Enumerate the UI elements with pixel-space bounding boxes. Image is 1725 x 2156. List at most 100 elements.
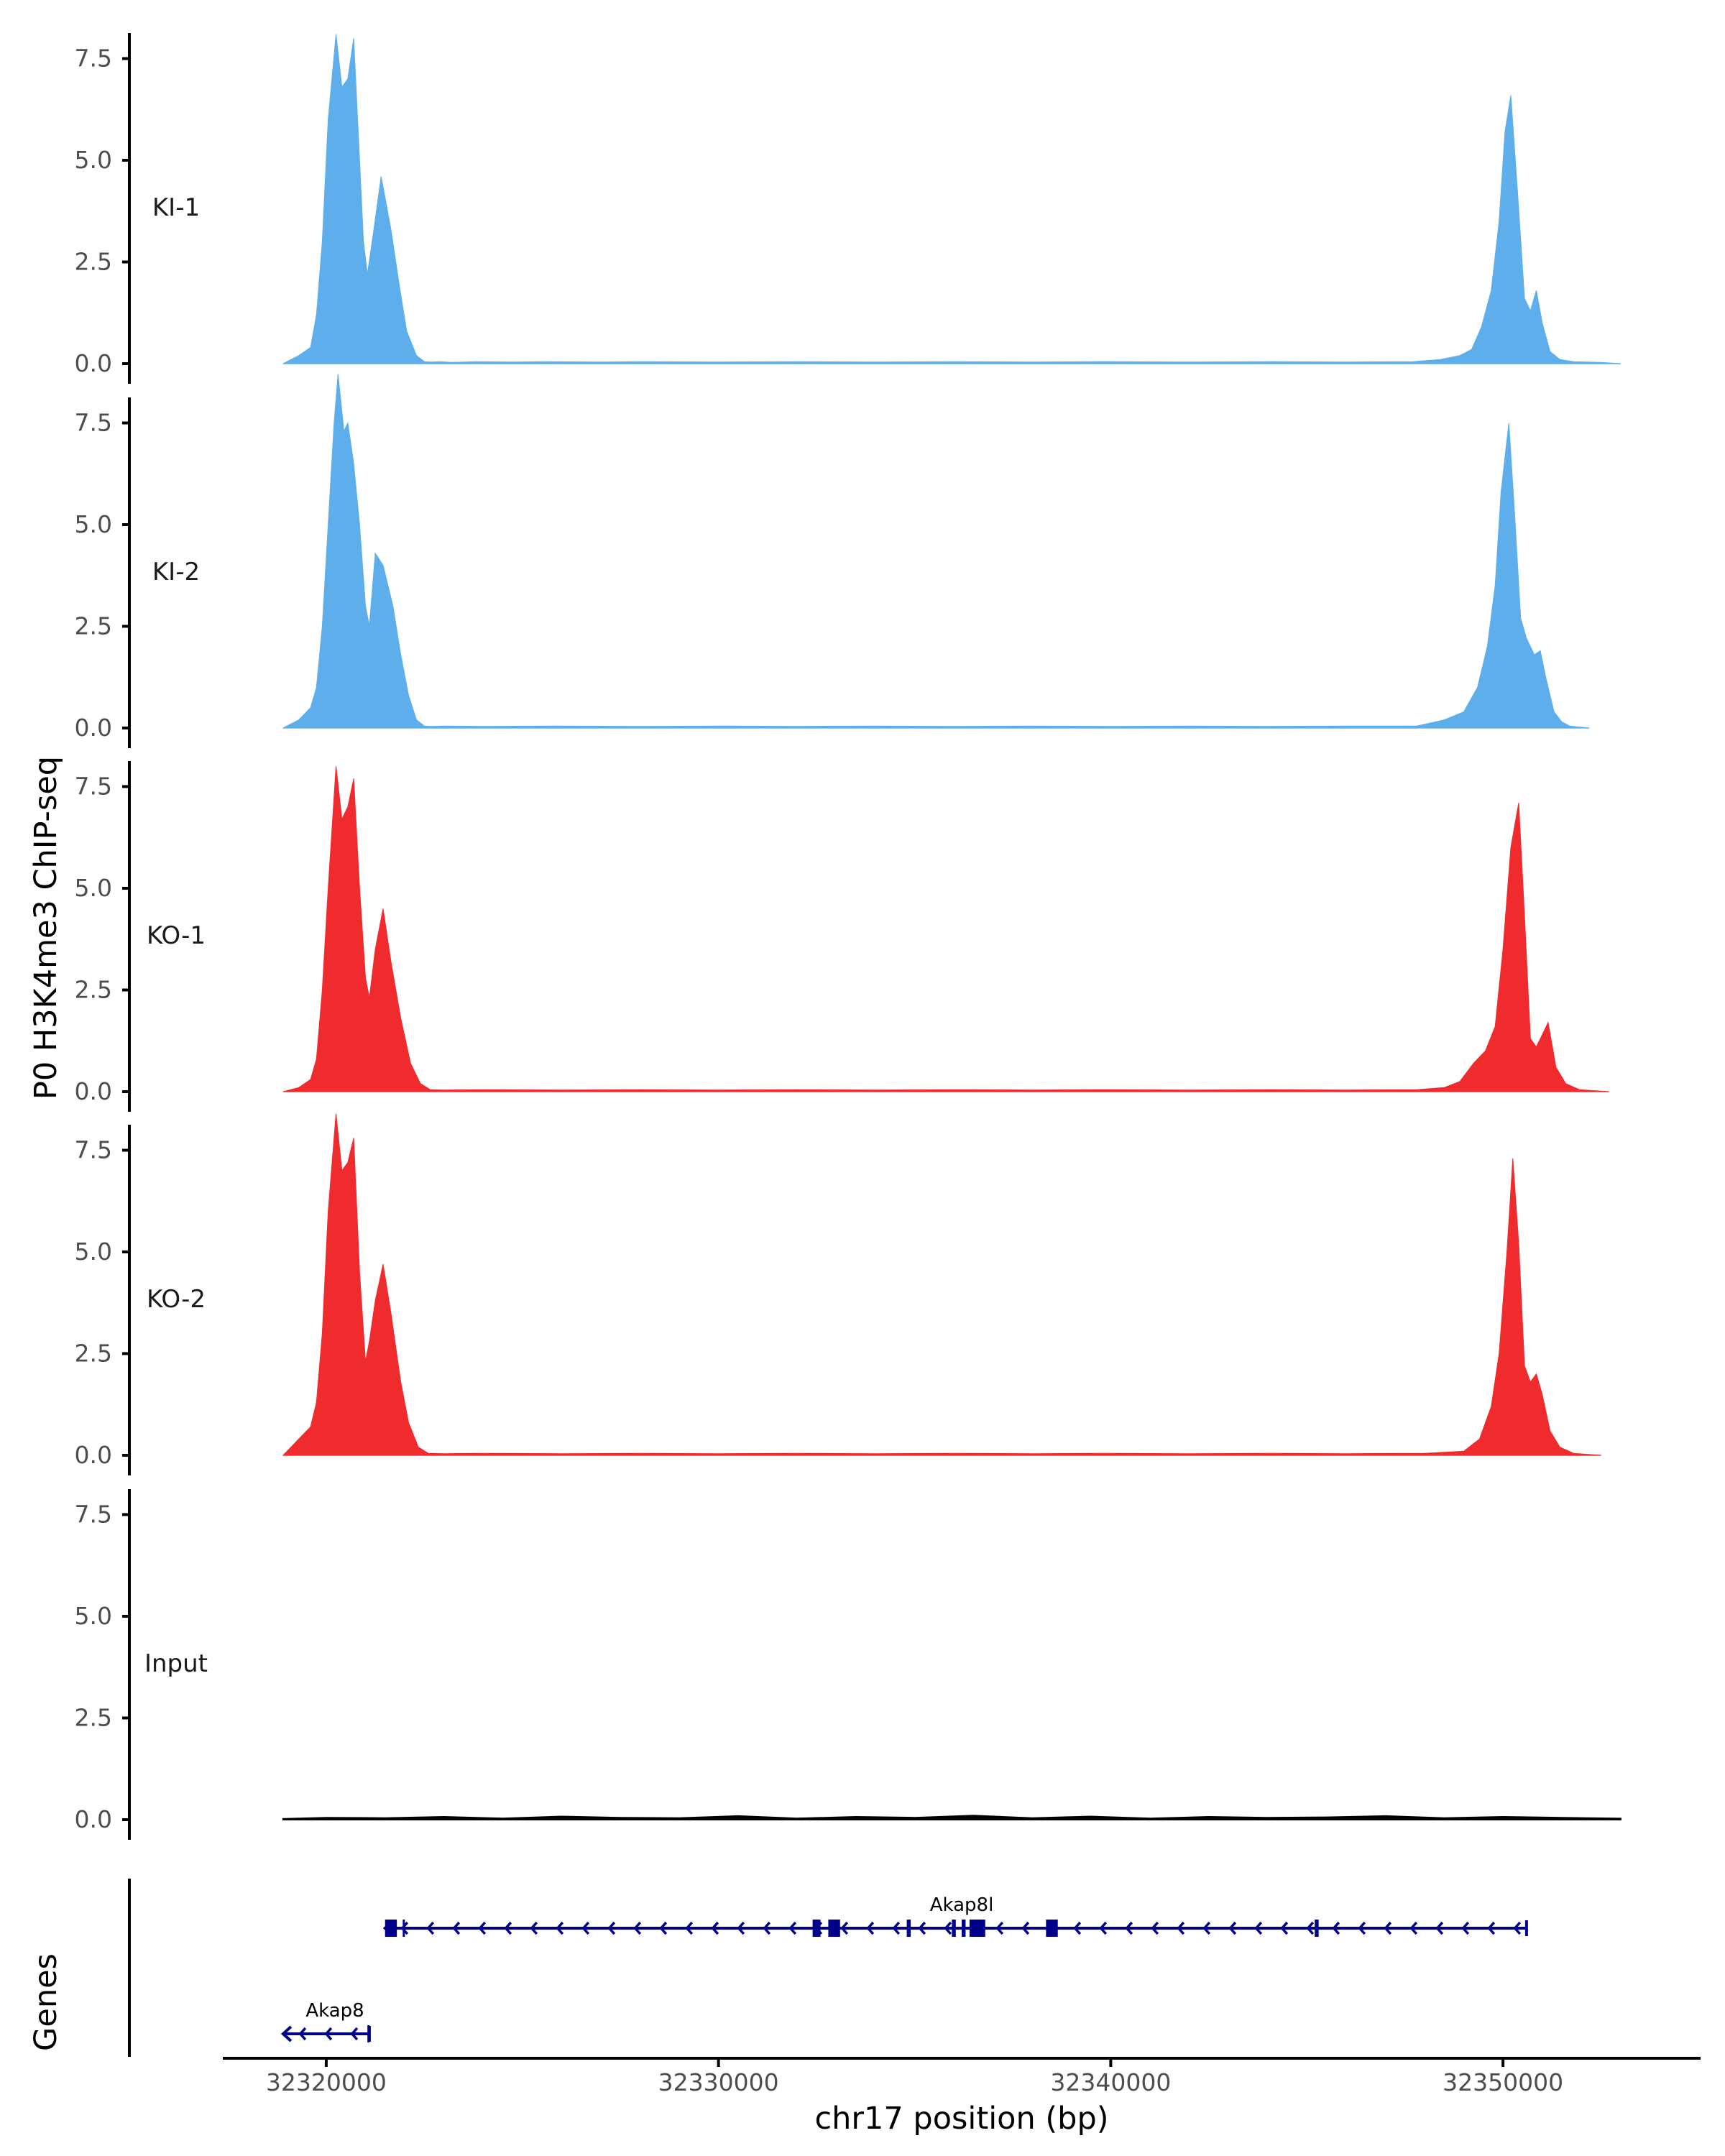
strand-arrow — [400, 1921, 409, 1935]
y-tick-label: 0.0 — [75, 714, 112, 742]
strand-arrow — [737, 1921, 745, 1935]
strand-arrow — [659, 1921, 668, 1935]
strand-arrow — [350, 2027, 359, 2041]
strand-arrow — [280, 2025, 293, 2042]
strand-arrow — [840, 1921, 849, 1935]
coverage-tracks: 0.0 2.5 5.0 7.5 KI-1 0.0 2.5 5.0 7.5 KI-2 0.0 2.5 5.… — [75, 33, 1622, 1840]
strand-arrow — [1177, 1921, 1185, 1935]
x-tick-label: 32340000 — [1050, 2068, 1171, 2096]
exon — [969, 1920, 985, 1937]
track-label: KO-2 — [147, 1285, 206, 1314]
x-axis-title: chr17 position (bp) — [814, 2101, 1108, 2137]
track-label: KI-1 — [152, 193, 200, 222]
strand-arrow — [530, 1921, 538, 1935]
x-tick-label: 32320000 — [266, 2068, 387, 2096]
gene-akap8: Akap8 — [280, 2000, 371, 2042]
exon — [952, 1920, 956, 1937]
track-ki-1: 0.0 2.5 5.0 7.5 KI-1 — [75, 33, 1621, 384]
strand-arrow — [1280, 1921, 1289, 1935]
y-axis-title: P0 H3K4me3 ChIP-seq — [28, 756, 64, 1100]
strand-arrow — [1202, 1921, 1211, 1935]
strand-arrow — [1228, 1921, 1237, 1935]
strand-arrow — [995, 1921, 1004, 1935]
track-ko-2: 0.0 2.5 5.0 7.5 KO-2 — [75, 1113, 1601, 1475]
strand-arrow — [918, 1921, 926, 1935]
track-label: KO-1 — [147, 921, 206, 950]
y-tick-label: 2.5 — [75, 976, 112, 1004]
gene-label: Akap8l — [930, 1894, 994, 1916]
exon — [962, 1920, 966, 1937]
strand-arrow — [1099, 1921, 1108, 1935]
strand-arrow — [607, 1921, 616, 1935]
exon — [1315, 1920, 1319, 1937]
strand-arrow — [1021, 1921, 1030, 1935]
coverage-area-ko-2 — [282, 1113, 1601, 1456]
strand-arrow — [1151, 1921, 1159, 1935]
strand-arrow — [1073, 1921, 1082, 1935]
y-tick-label: 7.5 — [75, 409, 112, 437]
y-tick-label: 5.0 — [75, 1602, 112, 1630]
strand-arrow — [711, 1921, 719, 1935]
y-tick-label: 7.5 — [75, 1501, 112, 1529]
strand-arrow — [452, 1921, 461, 1935]
strand-arrow — [866, 1921, 875, 1935]
strand-arrow — [1125, 1921, 1133, 1935]
strand-arrow — [1487, 1921, 1496, 1935]
strand-arrow — [1409, 1921, 1418, 1935]
y-tick-label: 2.5 — [75, 1340, 112, 1368]
y-tick-label: 2.5 — [75, 248, 112, 276]
strand-arrow — [556, 1921, 564, 1935]
strand-arrow — [426, 1921, 435, 1935]
y-tick-label: 7.5 — [75, 1136, 112, 1164]
strand-arrow — [685, 1921, 694, 1935]
gene-label: Akap8 — [305, 2000, 364, 2022]
strand-arrow — [633, 1921, 642, 1935]
y-tick-label: 0.0 — [75, 1077, 112, 1105]
coverage-area-ko-1 — [282, 766, 1609, 1092]
exon — [906, 1920, 911, 1937]
y-tick-label: 5.0 — [75, 1238, 112, 1266]
coverage-area-input — [282, 1815, 1622, 1820]
strand-arrow — [788, 1921, 797, 1935]
track-input: 0.0 2.5 5.0 7.5 Input — [75, 1489, 1622, 1840]
track-label: KI-2 — [152, 558, 200, 586]
x-tick-label: 32330000 — [658, 2068, 779, 2096]
y-tick-label: 0.0 — [75, 1805, 112, 1833]
y-tick-label: 2.5 — [75, 612, 112, 640]
strand-arrow — [1306, 1921, 1315, 1935]
strand-arrow — [1358, 1921, 1366, 1935]
y-tick-label: 0.0 — [75, 349, 112, 377]
strand-arrow — [1254, 1921, 1263, 1935]
y-tick-label: 5.0 — [75, 510, 112, 538]
track-label: Input — [144, 1649, 208, 1678]
x-tick-label: 32350000 — [1443, 2068, 1563, 2096]
strand-arrow — [581, 1921, 590, 1935]
strand-arrow — [892, 1921, 901, 1935]
exon — [1046, 1920, 1058, 1937]
exon — [828, 1920, 840, 1937]
y-tick-label: 7.5 — [75, 45, 112, 73]
coverage-area-ki-1 — [282, 34, 1621, 364]
strand-arrow — [1461, 1921, 1470, 1935]
exon — [402, 1920, 405, 1937]
y-tick-label: 0.0 — [75, 1441, 112, 1469]
strand-arrow — [944, 1921, 952, 1935]
genes-axis-title: Genes — [28, 1953, 64, 2051]
strand-arrow — [298, 2027, 307, 2041]
gene-akap8l: Akap8l — [382, 1894, 1528, 1937]
exon — [385, 1920, 397, 1937]
y-tick-label: 2.5 — [75, 1704, 112, 1732]
y-tick-label: 7.5 — [75, 773, 112, 801]
coverage-area-ki-2 — [282, 374, 1590, 729]
strand-arrow — [1332, 1921, 1340, 1935]
strand-arrow — [1384, 1921, 1392, 1935]
track-ko-1: 0.0 2.5 5.0 7.5 KO-1 — [75, 761, 1609, 1112]
y-tick-label: 5.0 — [75, 146, 112, 174]
genes-track: Akap8l Akap8 — [128, 1879, 1528, 2057]
strand-arrow — [324, 2027, 333, 2041]
x-axis: 32320000 32330000 32340000 32350000 — [223, 2057, 1701, 2096]
strand-arrow — [763, 1921, 771, 1935]
strand-arrow — [478, 1921, 487, 1935]
track-ki-2: 0.0 2.5 5.0 7.5 KI-2 — [75, 374, 1590, 748]
